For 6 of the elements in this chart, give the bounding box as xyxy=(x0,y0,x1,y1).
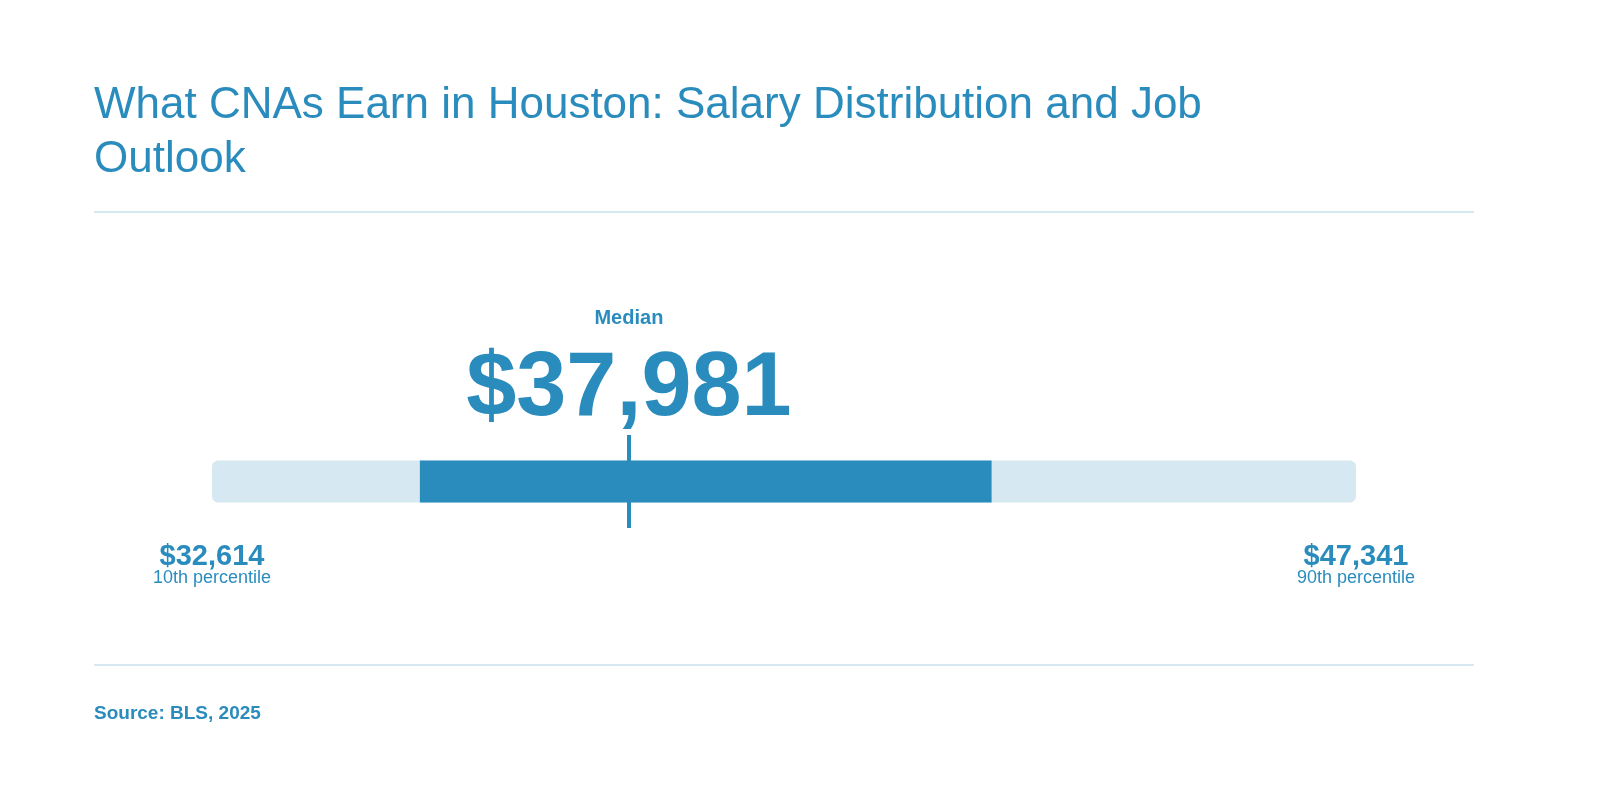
source-note: Source: BLS, 2025 xyxy=(94,702,261,724)
x-tick-label: $47,341 xyxy=(1303,538,1409,571)
ref-line-label: $37,981 xyxy=(466,334,792,434)
text: Median xyxy=(594,306,664,328)
x-tick-label: $32,614 xyxy=(159,538,265,571)
chart-title: What CNAs Earn in Houston: Salary Distribution and Job Outlook xyxy=(94,77,1203,183)
